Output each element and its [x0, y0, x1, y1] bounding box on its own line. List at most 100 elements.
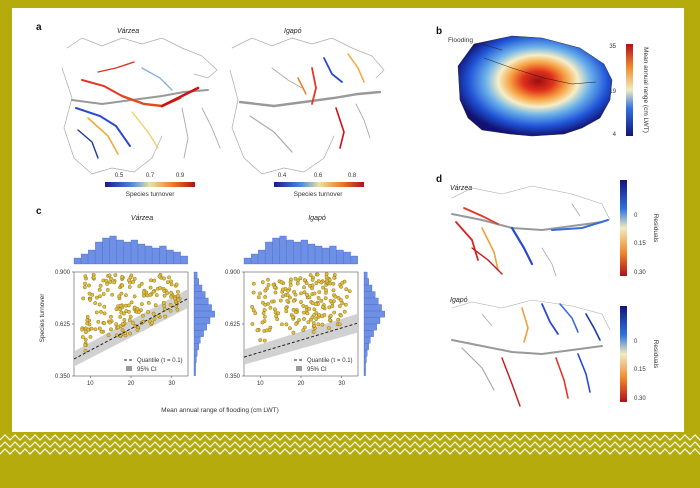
- scatter-point: [131, 320, 135, 325]
- scatter-point: [137, 284, 142, 289]
- histogram-bar-right: [363, 336, 371, 344]
- x-tick-label: 20: [298, 381, 305, 387]
- histogram-bar-top: [243, 257, 251, 265]
- scatter-point: [128, 275, 133, 280]
- histogram-bar-right: [193, 336, 201, 344]
- scatter-point: [132, 276, 137, 281]
- scatter-point: [339, 313, 343, 318]
- scatter-point: [98, 294, 102, 299]
- scatter-point: [316, 295, 321, 300]
- scatter-point: [331, 288, 336, 293]
- histogram-bar-top: [180, 255, 188, 265]
- histogram-bar-right: [193, 317, 211, 324]
- scatter-point: [291, 298, 296, 303]
- scatter-point: [168, 308, 173, 313]
- scatter-point: [347, 289, 352, 294]
- scatter-point: [127, 278, 131, 283]
- histogram-bar-right: [193, 323, 207, 331]
- scatter-point: [175, 307, 180, 312]
- quantile-line: [73, 298, 189, 360]
- histogram-bar-right: [193, 369, 196, 376]
- scatter-point: [251, 308, 256, 313]
- panel-d-varzea-title: Várzea: [450, 185, 472, 192]
- scatter-point: [263, 288, 268, 293]
- scatter-point: [165, 291, 170, 295]
- scatter-point: [327, 318, 332, 322]
- scatter-point: [83, 348, 88, 353]
- scatter-point: [313, 302, 318, 306]
- scatter-point: [305, 311, 310, 316]
- legend-quantile-label: Quantile (τ = 0.1): [137, 358, 183, 364]
- panel-b-label: b: [436, 26, 442, 37]
- scatter-point: [102, 311, 107, 316]
- scatter-point: [291, 315, 295, 319]
- histogram-bar-top: [166, 249, 174, 265]
- scatter-point: [128, 331, 133, 336]
- panel-c-label: c: [36, 206, 42, 217]
- scatter-point: [343, 302, 348, 307]
- histogram-bar-top: [336, 249, 344, 265]
- igapo-tick-3: 0.8: [348, 173, 357, 179]
- scatter-point: [310, 286, 314, 291]
- scatter-point: [336, 295, 341, 300]
- scatter-point: [162, 289, 167, 293]
- scatter-point: [337, 304, 342, 308]
- scatter-point: [132, 294, 137, 299]
- scatter-point: [251, 290, 256, 295]
- histogram-bar-top: [265, 241, 273, 265]
- histogram-bar-right: [193, 304, 212, 311]
- histogram-bar-top: [293, 241, 301, 265]
- scatter-point: [104, 278, 109, 283]
- scatter-point: [301, 303, 306, 308]
- scatter-point: [287, 326, 292, 331]
- x-tick-label: 10: [257, 381, 264, 387]
- x-tick-label: 30: [168, 381, 175, 387]
- scatter-point: [128, 314, 133, 319]
- histogram-bar-top: [152, 247, 160, 265]
- scatter-point: [109, 327, 113, 332]
- histogram-bar-right: [363, 356, 367, 363]
- scatter-point: [261, 311, 266, 315]
- histogram-bar-right: [193, 291, 206, 298]
- scatter-point: [324, 288, 328, 292]
- y-tick-label: 0.350: [55, 374, 71, 380]
- histogram-bar-right: [193, 297, 209, 305]
- igapo-river-map: [229, 37, 385, 175]
- histogram-bar-top: [307, 243, 316, 265]
- histogram-bar-top: [343, 251, 351, 265]
- scatter-point: [140, 313, 145, 318]
- scatter-point: [148, 278, 153, 283]
- scatter-point: [169, 282, 174, 287]
- scatter-point: [148, 292, 153, 297]
- scatter-point: [122, 317, 127, 322]
- scatter-point: [87, 283, 91, 288]
- scatter-point: [109, 276, 114, 281]
- histogram-bar-right: [193, 362, 196, 370]
- scatter-point: [279, 280, 284, 284]
- x-tick-label: 20: [128, 381, 135, 387]
- scatter-point: [169, 290, 174, 295]
- scatter-point: [152, 278, 157, 283]
- legend-ci-label: 95% CI: [307, 367, 327, 373]
- varzea-tick-3: 0.9: [176, 173, 185, 179]
- scatter-point: [146, 300, 151, 305]
- histogram-bar-top: [329, 245, 337, 265]
- scatter-point: [173, 296, 177, 301]
- scatter-point: [315, 272, 320, 277]
- histogram-bar-right: [363, 304, 382, 311]
- zigzag-pattern: [0, 434, 700, 455]
- scatter-point: [332, 310, 337, 315]
- flooding-pointer-line: [481, 43, 503, 51]
- histogram-bar-top: [272, 237, 280, 265]
- scatter-point: [154, 293, 159, 297]
- scatter-point: [270, 299, 274, 304]
- scatter-point: [302, 278, 307, 282]
- scatter-point: [85, 318, 90, 323]
- y-tick-label: 0.625: [55, 322, 71, 328]
- scatter-point: [302, 317, 306, 321]
- scatter-point: [85, 314, 90, 319]
- scatter-point: [139, 302, 144, 306]
- scatter-point: [97, 287, 102, 292]
- residuals-map-varzea: [451, 185, 611, 277]
- scatter-point: [87, 291, 92, 296]
